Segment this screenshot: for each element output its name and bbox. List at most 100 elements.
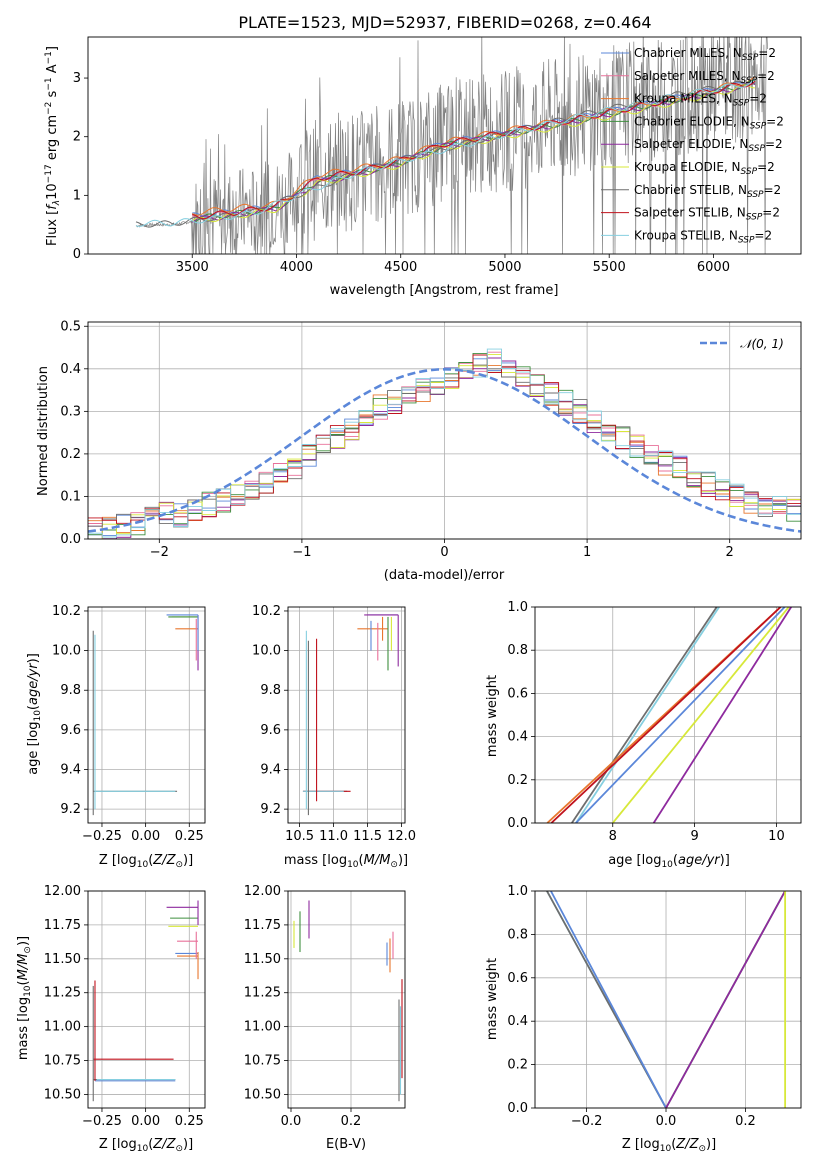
- age-weight-cumulative-weight-line: [575, 607, 786, 823]
- mass-z-ytick-label: 11.50: [44, 952, 81, 967]
- model-spectrum-line: [192, 79, 756, 223]
- age-z-ytick-label: 9.8: [60, 683, 81, 698]
- mass-z-ytick-label: 10.75: [44, 1054, 81, 1069]
- age-z-xtick-label: 0.25: [175, 829, 204, 844]
- residual-xtick-label: 0: [440, 545, 448, 560]
- age-mass-ytick-label: 9.4: [260, 762, 281, 777]
- age-weight-xtick-label: 10: [768, 829, 785, 844]
- age-weight-cumulative-weight-line: [575, 607, 720, 823]
- age-mass-axes-frame: [287, 606, 406, 824]
- age-mass-ytick-label: 9.8: [260, 683, 281, 698]
- legend-label: Salpeter ELODIE, NSSP=2: [634, 137, 783, 154]
- spectrum-ytick-label: 3: [73, 71, 81, 86]
- mass-ebv-xlabel: E(B-V): [326, 1137, 366, 1152]
- spectrum-ytick-label: 1: [73, 188, 81, 203]
- z-weight-ytick-label: 0.6: [507, 971, 528, 986]
- mass-z-xtick-label: 0.00: [131, 1114, 160, 1129]
- legend-label: Chabrier MILES, NSSP=2: [634, 46, 776, 63]
- age-weight-cumulative-weight-line: [550, 607, 782, 823]
- residual-ylabel: Normed distribution: [36, 366, 51, 496]
- model-spectrum-line: [135, 80, 756, 228]
- model-spectrum-line: [192, 80, 756, 220]
- legend-label-normal: 𝒩(0, 1): [740, 337, 784, 351]
- legend-label: Salpeter STELIB, NSSP=2: [634, 206, 780, 223]
- z-weight-xtick-label: 0.0: [656, 1114, 677, 1129]
- spectrum-xtick-label: 6000: [697, 260, 730, 275]
- mass-ebv-ytick-label: 11.25: [244, 986, 281, 1001]
- residual-ytick-label: 0.2: [60, 447, 81, 462]
- spectrum-xtick-label: 3500: [176, 260, 209, 275]
- z-weight-ytick-label: 0.4: [507, 1014, 528, 1029]
- age-weight-xtick-label: 8: [609, 829, 617, 844]
- age-z-ytick-label: 9.6: [60, 723, 81, 738]
- spectrum-xtick-label: 4000: [280, 260, 313, 275]
- z-weight-axes-frame: [534, 890, 802, 1109]
- residual-histogram-step: [88, 348, 801, 538]
- residual-ytick-label: 0.1: [60, 489, 81, 504]
- residual-xtick-label: 2: [726, 545, 734, 560]
- z-weight-xlabel: Z [log10(Z/Z⊙)]: [622, 1137, 716, 1154]
- mass-z-ylabel: mass [log10(M/M⊙)]: [16, 936, 33, 1060]
- z-weight-xtick-label: 0.2: [735, 1114, 756, 1129]
- residual-xtick-label: −1: [292, 545, 311, 560]
- age-weight-xtick-label: 9: [690, 829, 698, 844]
- residual-xtick-label: −2: [150, 545, 169, 560]
- mass-ebv-xtick-label: 0.2: [341, 1114, 362, 1129]
- normal-curve-line: [88, 367, 801, 533]
- age-z-ylabel: age [log10(age/yr)]: [26, 653, 43, 775]
- age-z-axes-frame: [87, 606, 206, 824]
- mass-ebv-ytick-label: 11.75: [244, 918, 281, 933]
- spectrum-xtick-label: 5500: [593, 260, 626, 275]
- z-weight-ytick-label: 1.0: [507, 884, 528, 899]
- mass-z-xtick-label: −0.25: [82, 1114, 122, 1129]
- age-mass-xtick-label: 11.0: [319, 829, 348, 844]
- age-mass-ytick-label: 10.2: [252, 604, 281, 619]
- legend-label: Kroupa ELODIE, NSSP=2: [634, 160, 775, 177]
- residual-axes-frame: [87, 321, 802, 540]
- age-weight-ytick-label: 0.0: [507, 816, 528, 831]
- spectrum-xtick-label: 5000: [488, 260, 521, 275]
- age-z-xtick-label: −0.25: [82, 829, 122, 844]
- age-weight-ytick-label: 0.6: [507, 686, 528, 701]
- age-weight-axes-frame: [534, 606, 802, 824]
- spectrum-axes-frame: [87, 36, 802, 255]
- age-weight-ytick-label: 1.0: [507, 600, 528, 615]
- residual-ytick-label: 0.5: [60, 319, 81, 334]
- spectrum-ylabel: Flux [fλ10−17 erg cm−2 s−1 A−1]: [44, 46, 62, 246]
- age-weight-cumulative-weight-line: [571, 607, 718, 823]
- mass-ebv-ytick-label: 12.00: [244, 884, 281, 899]
- mass-ebv-xtick-label: 0.0: [281, 1114, 302, 1129]
- model-spectrum-line: [191, 82, 756, 223]
- model-spectrum-line: [135, 79, 756, 227]
- mass-ebv-ytick-label: 11.50: [244, 952, 281, 967]
- legend-label: Kroupa STELIB, NSSP=2: [634, 228, 772, 245]
- mass-z-ytick-label: 11.75: [44, 918, 81, 933]
- age-z-ytick-label: 9.4: [60, 762, 81, 777]
- age-z-ytick-label: 9.2: [60, 802, 81, 817]
- age-mass-ytick-label: 9.6: [260, 723, 281, 738]
- age-mass-xtick-label: 12.0: [387, 829, 416, 844]
- mass-z-ytick-label: 10.50: [44, 1087, 81, 1102]
- residual-xtick-label: 1: [583, 545, 591, 560]
- age-weight-ytick-label: 0.2: [507, 773, 528, 788]
- z-weight-cumulative-weight-line: [550, 891, 667, 1108]
- age-mass-xlabel: mass [log10(M/M⊙)]: [284, 853, 408, 870]
- residual-ytick-label: 0.3: [60, 404, 81, 419]
- residual-xlabel: (data-model)/error: [384, 568, 505, 583]
- age-weight-cumulative-weight-line: [612, 607, 790, 823]
- mass-ebv-ytick-label: 10.75: [244, 1054, 281, 1069]
- mass-z-ytick-label: 11.00: [44, 1020, 81, 1035]
- age-weight-xlabel: age [log10(age/yr)]: [608, 853, 730, 870]
- mass-z-xtick-label: 0.25: [175, 1114, 204, 1129]
- mass-z-ytick-label: 11.25: [44, 986, 81, 1001]
- age-mass-xtick-label: 10.5: [285, 829, 314, 844]
- z-weight-cumulative-weight-line: [665, 891, 786, 1108]
- mass-z-ytick-label: 12.00: [44, 884, 81, 899]
- age-z-xlabel: Z [log10(Z/Z⊙)]: [99, 853, 193, 870]
- mass-z-axes-frame: [87, 890, 206, 1109]
- mass-ebv-ytick-label: 10.50: [244, 1087, 281, 1102]
- age-z-xtick-label: 0.00: [131, 829, 160, 844]
- age-z-ytick-label: 10.0: [52, 644, 81, 659]
- z-weight-ytick-label: 0.8: [507, 927, 528, 942]
